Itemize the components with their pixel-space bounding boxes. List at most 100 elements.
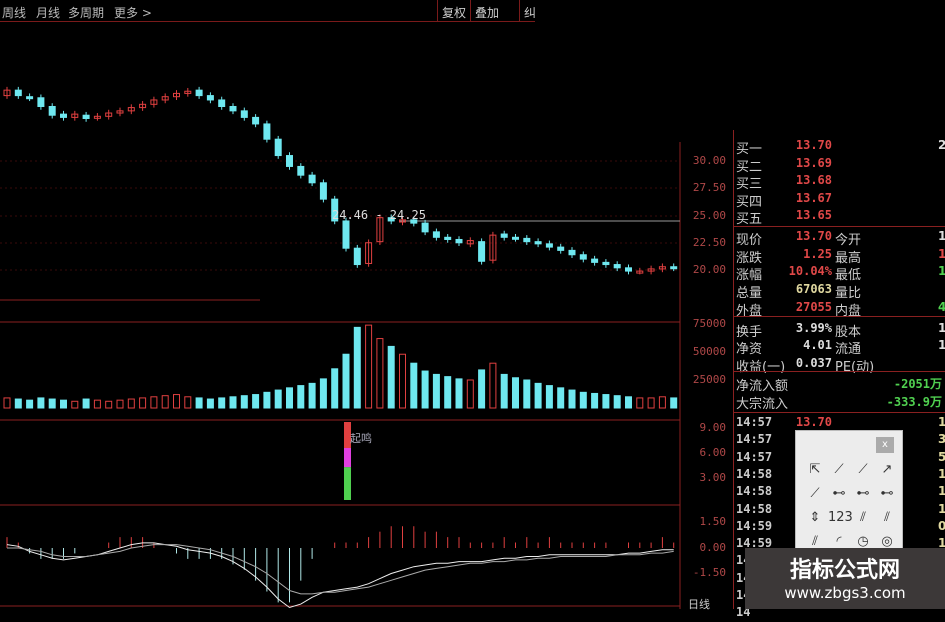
period-label: 日线 <box>688 598 710 611</box>
candle <box>387 217 395 222</box>
drawing-tool-icon[interactable]: ◎ <box>881 534 893 549</box>
flow-label: 净流入额 <box>736 379 789 394</box>
candle <box>579 254 587 260</box>
toolbar-button-cut[interactable]: 纠 <box>519 0 535 22</box>
volume-bar <box>71 400 79 409</box>
candle <box>568 249 576 256</box>
axis-tick-label: 9.00 <box>699 421 727 434</box>
drawing-tool-icon[interactable]: ⊷ <box>856 486 870 501</box>
trade-volume: 12 <box>938 536 945 551</box>
drawing-tool-icon[interactable]: ⫽ <box>860 510 866 525</box>
candle <box>82 114 90 119</box>
candle <box>308 174 316 184</box>
indicator-bar <box>344 467 351 500</box>
axis-tick-label: -1.50 <box>692 566 726 579</box>
candle <box>229 106 237 112</box>
bid-volume: 2 <box>938 138 945 152</box>
candle <box>489 234 497 261</box>
candle <box>37 97 45 107</box>
drawing-tool-icon[interactable]: ↗ <box>881 462 893 477</box>
candle <box>206 95 214 101</box>
candle <box>252 116 260 125</box>
axis-tick-label: 50000 <box>692 345 726 358</box>
axis-tick-label: 6.00 <box>699 446 727 459</box>
close-icon[interactable]: x <box>876 437 894 453</box>
drawing-tool-icon[interactable]: ⟋ <box>834 462 844 477</box>
quote-row: 涨幅 10.04% 最低 1 <box>734 264 945 283</box>
quote-row: 大宗流入 -333.9万 <box>734 393 945 412</box>
candle <box>399 219 406 223</box>
volume-bar <box>670 397 678 409</box>
trade-time: 14:58 <box>736 501 773 516</box>
tab-multi-period[interactable]: 多周期 <box>68 6 105 20</box>
volume-bar <box>523 379 531 409</box>
tab-weekly[interactable]: 周线 <box>2 6 27 20</box>
candle <box>523 237 531 243</box>
volume-bar <box>568 389 576 409</box>
kline-chart[interactable] <box>0 22 733 609</box>
drawing-tool-icon[interactable]: ◷ <box>857 534 869 549</box>
volume-bar <box>545 385 553 409</box>
volume-bar <box>421 370 429 409</box>
drawing-tool-icon[interactable]: 123 <box>828 510 853 525</box>
tab-monthly[interactable]: 月线 <box>36 6 61 20</box>
volume-bar <box>3 397 11 409</box>
candle <box>116 110 124 114</box>
drawing-tool-icon[interactable]: ⫽ <box>812 534 818 549</box>
watermark-url: www.zbgs3.com <box>784 584 906 602</box>
drawing-tool-icon[interactable]: ⊷ <box>880 486 894 501</box>
drawing-tool-icon[interactable]: ⇱ <box>809 462 821 477</box>
volume-bar <box>26 399 34 409</box>
volume-bar <box>410 362 418 409</box>
candle <box>93 115 101 119</box>
candle <box>625 267 632 272</box>
drawing-tool-icon[interactable]: ⇕ <box>809 510 821 525</box>
candle <box>647 268 655 272</box>
drawing-tool-icon[interactable]: ◜ <box>836 534 842 549</box>
volume-bar <box>500 373 508 409</box>
volume-bar <box>591 392 599 409</box>
bid-label: 买二 <box>736 159 763 175</box>
axis-tick-label: 22.50 <box>692 236 726 249</box>
flow-label: 大宗流入 <box>736 397 789 412</box>
quote-row: 14:57 13.70 1 <box>734 415 945 432</box>
candle <box>410 219 418 224</box>
candle <box>319 182 327 200</box>
dif-line <box>6 542 674 609</box>
volume-bar <box>263 391 271 409</box>
volume-bar <box>37 397 45 409</box>
bid-price: 13.69 <box>795 155 832 170</box>
signal-label: 起鸣 <box>350 432 372 445</box>
candle <box>14 89 22 97</box>
candle <box>478 241 486 262</box>
bid-label: 买一 <box>736 142 763 157</box>
candle <box>218 99 226 107</box>
drawing-tool-icon[interactable]: ⟋ <box>810 486 820 501</box>
indicator-bar <box>344 448 351 468</box>
overlay-button[interactable]: 叠加 <box>470 0 503 22</box>
quote-row: 14:58 10 <box>734 502 945 519</box>
quote-row: 14:59 0 <box>734 519 945 536</box>
stat-value: 1 <box>938 246 945 261</box>
drawing-tool-icon[interactable]: ⊷ <box>832 486 846 501</box>
stat-label: 最高 <box>835 250 862 266</box>
candle <box>274 138 282 157</box>
trade-time: 14:59 <box>736 536 773 551</box>
tab-more[interactable]: 更多 > <box>114 6 152 20</box>
volume-bar <box>206 398 214 409</box>
volume-bar <box>613 395 621 409</box>
stat-label: 换手 <box>736 324 763 340</box>
drawing-tool-icon[interactable]: ⟋ <box>858 462 868 477</box>
candle <box>444 236 452 240</box>
candle <box>161 96 169 101</box>
adjust-button[interactable]: 复权 <box>437 0 470 22</box>
drawing-tool-icon[interactable]: ⫽ <box>884 510 890 525</box>
period-toolbar: 周线 月线 多周期 更多 > 复权 叠加 纠 <box>0 0 535 22</box>
candle <box>331 198 339 222</box>
trade-volume: 5 <box>938 449 945 464</box>
volume-bar <box>229 396 237 409</box>
candle <box>353 247 361 266</box>
stat-value: 1.0 <box>938 320 945 335</box>
candle <box>512 236 519 240</box>
